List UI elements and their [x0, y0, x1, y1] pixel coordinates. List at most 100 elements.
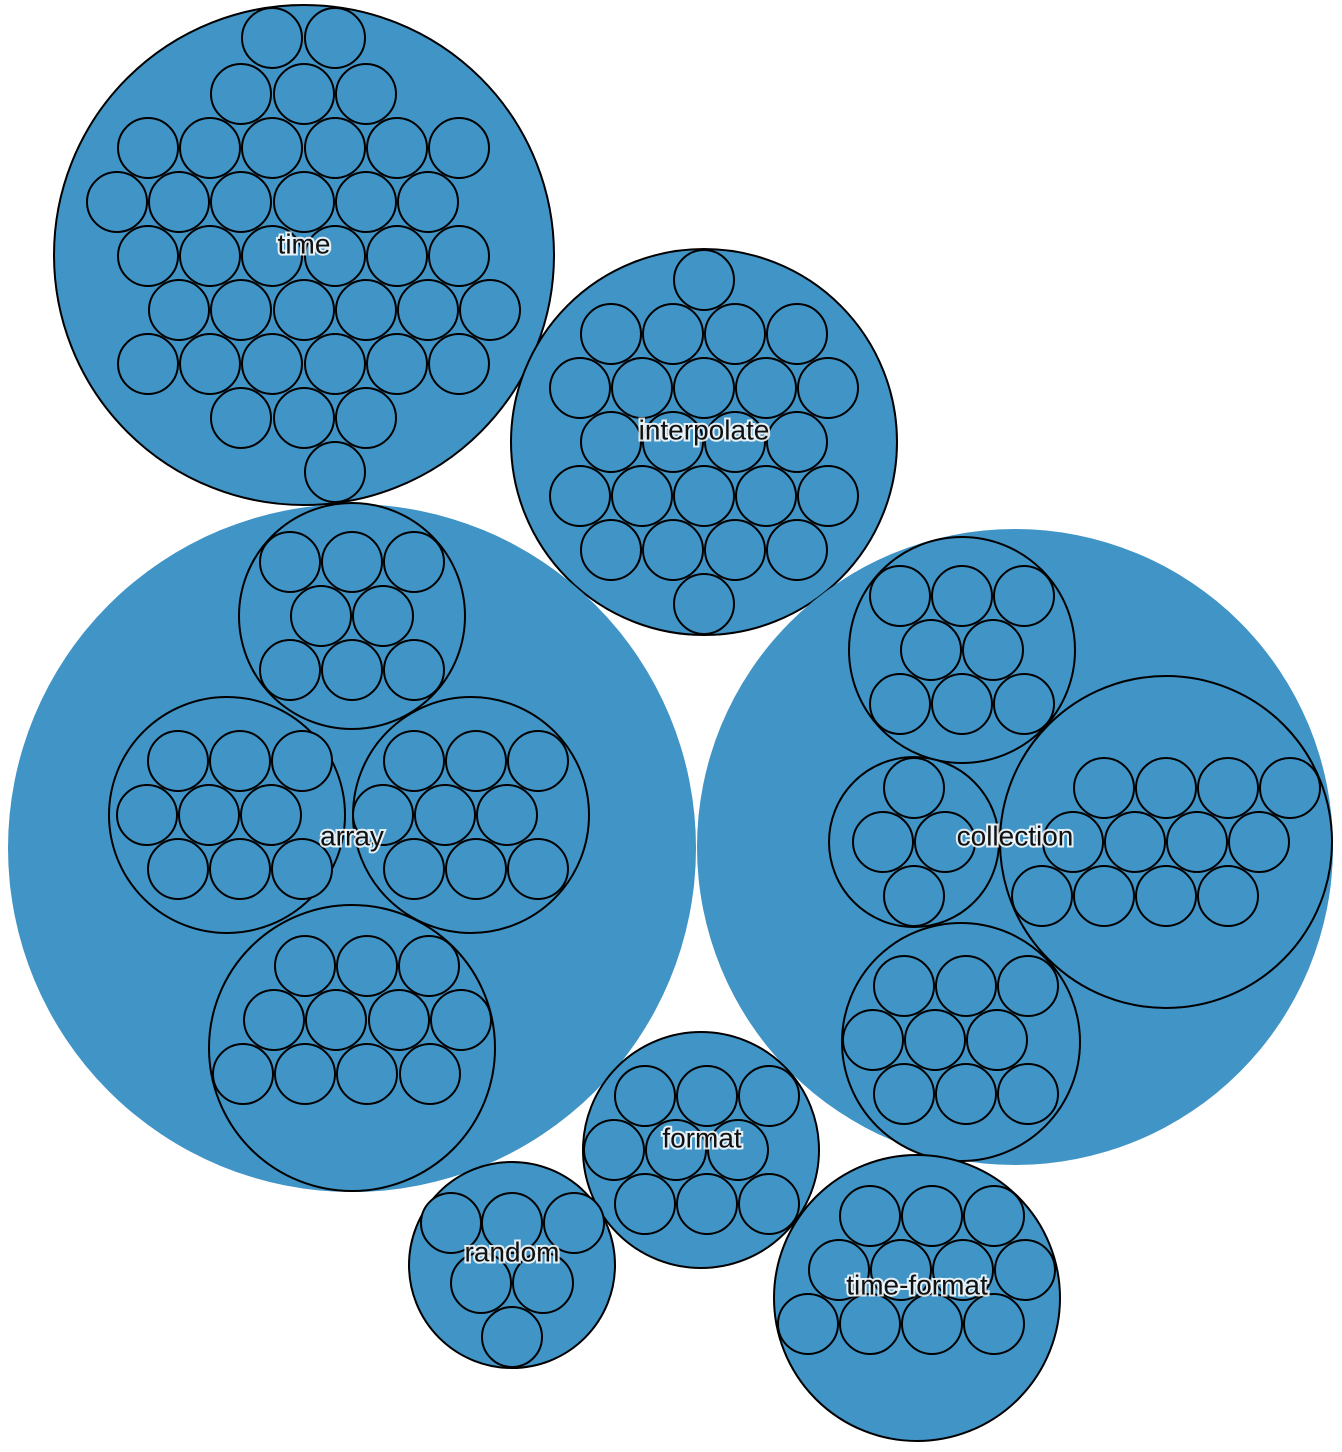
time-leaf-circle [179, 225, 241, 287]
collection-right-leaf-circle [1042, 811, 1104, 873]
time-leaf-circle [428, 117, 490, 179]
time-leaf-circle [366, 333, 428, 395]
time-leaf-circle [117, 333, 179, 395]
time-format-leaf-circle [963, 1185, 1025, 1247]
circles-layer [8, 4, 1333, 1442]
interpolate-leaf-circle [735, 357, 797, 419]
time-leaf-circle [241, 333, 303, 395]
time-format-leaf-circle [932, 1239, 994, 1301]
time-leaf-circle [117, 225, 179, 287]
time-leaf-circle [304, 117, 366, 179]
random-leaf-circle [450, 1252, 512, 1314]
time-leaf-circle [428, 333, 490, 395]
format-leaf-circle [676, 1173, 738, 1235]
time-format-leaf-circle [901, 1185, 963, 1247]
array-right-leaf-circle [414, 784, 476, 846]
interpolate-leaf-circle [642, 519, 704, 581]
interpolate-leaf-circle [642, 303, 704, 365]
time-leaf-circle [148, 279, 210, 341]
collection-top-leaf-circle [993, 673, 1055, 735]
time-leaf-circle [179, 333, 241, 395]
time-format-leaf-circle [808, 1239, 870, 1301]
collection-top-leaf-circle [869, 673, 931, 735]
label-array: array [320, 820, 384, 851]
interpolate-leaf-circle [642, 411, 704, 473]
time-format-leaf-circle [901, 1293, 963, 1355]
collection-middle-leaf-circle [883, 865, 945, 927]
array-bottom-leaf-circle [368, 989, 430, 1051]
interpolate-leaf-circle [611, 465, 673, 527]
format-leaf-circle [583, 1119, 645, 1181]
interpolate-leaf-circle [797, 357, 859, 419]
collection-right-leaf-circle [1259, 757, 1321, 819]
interpolate-leaf-circle [704, 519, 766, 581]
interpolate-leaf-circle [549, 465, 611, 527]
array-right-leaf-circle [476, 784, 538, 846]
array-bottom-leaf-circle [274, 1043, 336, 1105]
time-format-leaf-circle [839, 1185, 901, 1247]
array-top-leaf-circle [352, 585, 414, 647]
collection-right-leaf-circle [1197, 757, 1259, 819]
array-bottom-leaf-circle [399, 1043, 461, 1105]
time-leaf-circle [397, 279, 459, 341]
array-bottom-leaf-circle [336, 1043, 398, 1105]
collection-right-leaf-circle [1073, 757, 1135, 819]
time-leaf-circle [241, 117, 303, 179]
array-left-leaf-circle [147, 730, 209, 792]
random-leaf-circle [481, 1192, 543, 1254]
interpolate-leaf-circle [766, 411, 828, 473]
collection-bottom-leaf-circle [997, 1063, 1059, 1125]
interpolate-leaf-circle [735, 465, 797, 527]
time-leaf-circle [335, 63, 397, 125]
collection-right-leaf-circle [1197, 865, 1259, 927]
array-top-leaf-circle [321, 531, 383, 593]
time-format-leaf-circle [994, 1239, 1056, 1301]
time-leaf-circle [459, 279, 521, 341]
collection-middle-leaf-circle [852, 811, 914, 873]
interpolate-leaf-circle [797, 465, 859, 527]
collection-middle-leaf-circle [883, 757, 945, 819]
array-left-leaf-circle [271, 730, 333, 792]
time-format-leaf-circle [839, 1293, 901, 1355]
interpolate-leaf-circle [611, 357, 673, 419]
random-leaf-circle [481, 1306, 543, 1368]
group-circle-array [8, 504, 696, 1192]
time-leaf-circle [273, 279, 335, 341]
format-leaf-circle [707, 1119, 769, 1181]
array-bottom-leaf-circle [430, 989, 492, 1051]
array-right-leaf-circle [507, 730, 569, 792]
interpolate-leaf-circle [580, 303, 642, 365]
array-bottom-leaf-circle [398, 935, 460, 997]
time-leaf-circle [241, 7, 303, 69]
time-leaf-circle [335, 387, 397, 449]
array-bottom-leaf-circle [243, 989, 305, 1051]
interpolate-leaf-circle [580, 411, 642, 473]
random-leaf-circle [543, 1192, 605, 1254]
array-top-leaf-circle [383, 639, 445, 701]
array-bottom-leaf-circle [305, 989, 367, 1051]
interpolate-leaf-circle [673, 249, 735, 311]
array-top-leaf-circle [383, 531, 445, 593]
array-bottom-leaf-circle [212, 1043, 274, 1105]
array-bottom-leaf-circle [336, 935, 398, 997]
collection-middle-leaf-circle [914, 811, 976, 873]
interpolate-leaf-circle [766, 303, 828, 365]
time-leaf-circle [210, 279, 272, 341]
time-leaf-circle [366, 225, 428, 287]
collection-top-leaf-circle [869, 565, 931, 627]
time-leaf-circle [304, 441, 366, 503]
array-left-leaf-circle [240, 784, 302, 846]
collection-bottom-leaf-circle [966, 1009, 1028, 1071]
array-bottom-leaf-circle [274, 935, 336, 997]
interpolate-leaf-circle [673, 465, 735, 527]
array-left-leaf-circle [209, 730, 271, 792]
collection-top-leaf-circle [993, 565, 1055, 627]
array-left-leaf-circle [209, 838, 271, 900]
label-collection: collection [957, 820, 1074, 851]
time-format-leaf-circle [963, 1293, 1025, 1355]
format-leaf-circle [676, 1065, 738, 1127]
random-leaf-circle [512, 1252, 574, 1314]
array-right-leaf-circle [383, 730, 445, 792]
time-leaf-circle [210, 63, 272, 125]
